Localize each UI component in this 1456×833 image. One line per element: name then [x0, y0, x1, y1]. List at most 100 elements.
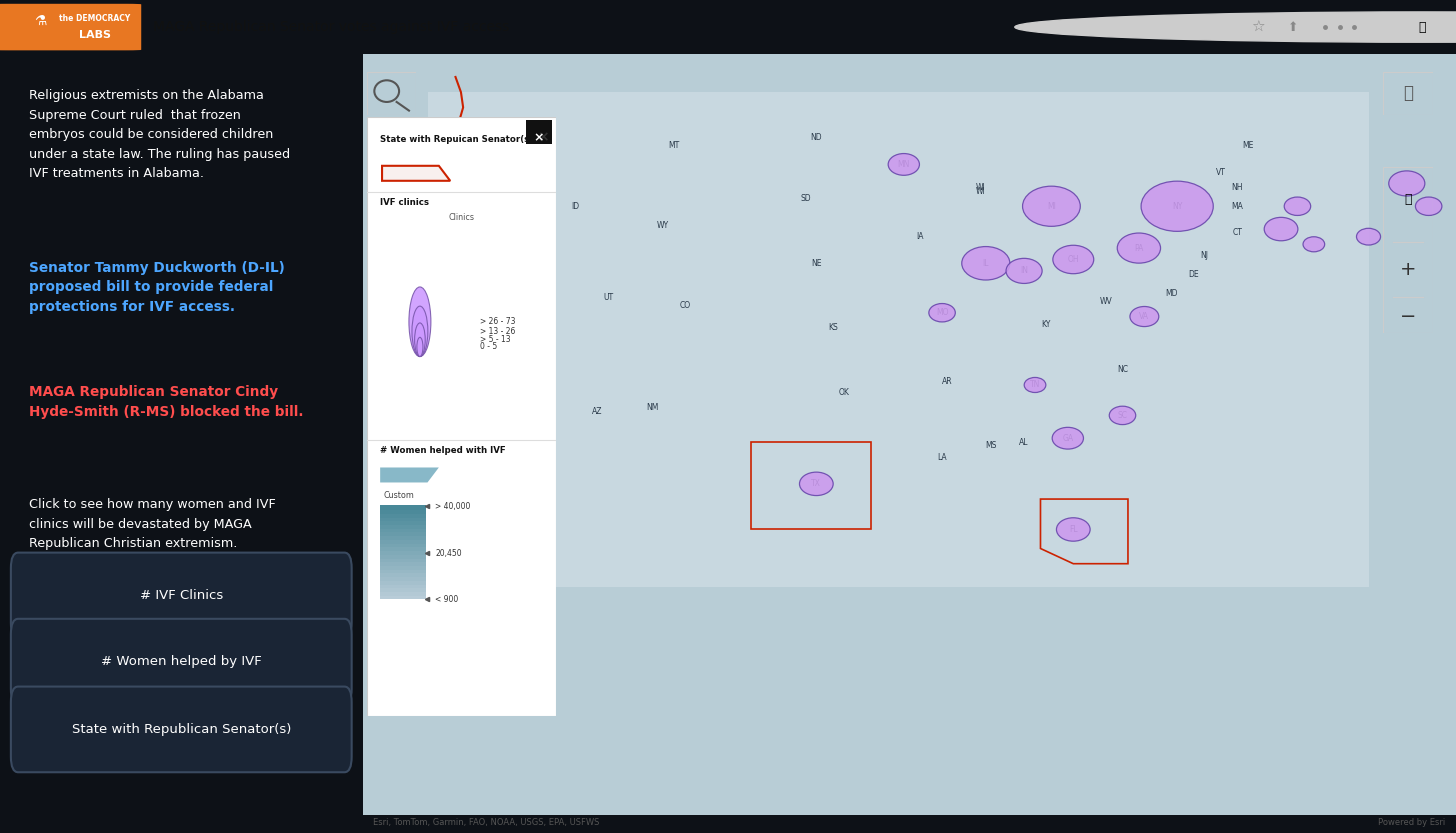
- Text: WV: WV: [1099, 297, 1112, 306]
- Text: MAGA Republican Senator votes against IVF access: MAGA Republican Senator votes against IV…: [153, 20, 510, 34]
- Circle shape: [1109, 407, 1136, 425]
- Text: IN: IN: [1021, 267, 1028, 276]
- Text: +: +: [1399, 261, 1417, 279]
- FancyBboxPatch shape: [10, 686, 352, 772]
- Text: 0 - 5: 0 - 5: [480, 342, 498, 352]
- Circle shape: [1053, 245, 1093, 274]
- Text: WA: WA: [515, 145, 527, 154]
- Text: MO: MO: [936, 308, 948, 317]
- Circle shape: [1015, 12, 1456, 42]
- Bar: [380, 591, 425, 596]
- Text: > 26 - 73: > 26 - 73: [480, 317, 515, 327]
- Text: Custom: Custom: [384, 491, 415, 501]
- Bar: [380, 561, 425, 566]
- Text: NC: NC: [1117, 365, 1128, 374]
- Circle shape: [432, 327, 479, 359]
- Circle shape: [1057, 518, 1091, 541]
- Text: 👤: 👤: [1418, 21, 1427, 33]
- Text: OR: OR: [483, 225, 494, 233]
- Text: MAGA Republican Senator Cindy
Hyde-Smith (R-MS) blocked the bill.: MAGA Republican Senator Cindy Hyde-Smith…: [29, 385, 303, 419]
- Text: > 40,000: > 40,000: [435, 502, 470, 511]
- Bar: [380, 520, 425, 525]
- Text: # Women helped by IVF: # Women helped by IVF: [100, 655, 262, 668]
- Bar: [380, 568, 425, 573]
- Text: VT: VT: [1216, 167, 1226, 177]
- Circle shape: [799, 472, 833, 496]
- FancyBboxPatch shape: [10, 552, 352, 638]
- Text: IL: IL: [983, 259, 989, 267]
- Text: WI: WI: [976, 187, 986, 196]
- Text: State with Republican Senator(s): State with Republican Senator(s): [71, 723, 291, 736]
- Bar: [380, 580, 425, 585]
- Text: GA: GA: [1063, 434, 1073, 442]
- Text: FL: FL: [1069, 525, 1077, 534]
- Text: LA: LA: [938, 452, 946, 461]
- Circle shape: [1142, 181, 1213, 232]
- Text: MN: MN: [897, 160, 910, 169]
- Circle shape: [1357, 228, 1380, 245]
- Circle shape: [929, 303, 955, 322]
- Bar: [380, 572, 425, 577]
- Bar: [380, 583, 425, 588]
- Bar: [380, 587, 425, 592]
- Bar: [380, 539, 425, 544]
- Text: Senator Tammy Duckworth (D-IL)
proposed bill to provide federal
protections for : Senator Tammy Duckworth (D-IL) proposed …: [29, 261, 285, 313]
- Bar: [380, 516, 425, 521]
- Text: Powered by Esri: Powered by Esri: [1377, 818, 1444, 827]
- Text: MS: MS: [986, 441, 997, 451]
- Text: ⤢: ⤢: [1404, 84, 1412, 102]
- Text: MI: MI: [1047, 202, 1056, 211]
- Text: TX: TX: [811, 479, 821, 488]
- Text: SC: SC: [1118, 411, 1127, 420]
- Text: IVF clinics: IVF clinics: [380, 197, 430, 207]
- Text: Clinics: Clinics: [448, 212, 475, 222]
- Text: ND: ND: [811, 133, 823, 142]
- Circle shape: [1264, 217, 1297, 241]
- Circle shape: [415, 323, 425, 357]
- Text: CA: CA: [450, 347, 460, 355]
- Bar: [380, 595, 425, 600]
- Text: SD: SD: [801, 194, 811, 203]
- Circle shape: [1022, 186, 1080, 227]
- Text: AL: AL: [1019, 437, 1029, 446]
- Text: the DEMOCRACY: the DEMOCRACY: [60, 14, 130, 23]
- Text: State with Repuican Senator(s): State with Repuican Senator(s): [380, 135, 533, 143]
- Text: CT: CT: [1232, 228, 1242, 237]
- Text: Esri, TomTom, Garmin, FAO, NOAA, USGS, EPA, USFWS: Esri, TomTom, Garmin, FAO, NOAA, USGS, E…: [374, 818, 600, 827]
- Text: # IVF Clinics: # IVF Clinics: [140, 589, 223, 602]
- Bar: [380, 565, 425, 570]
- Text: OK: OK: [839, 388, 849, 397]
- Text: > 13 - 26: > 13 - 26: [480, 327, 515, 336]
- Bar: [380, 542, 425, 547]
- Text: NY: NY: [1172, 202, 1182, 211]
- Text: ⚗: ⚗: [35, 13, 47, 27]
- Bar: [380, 524, 425, 529]
- Bar: [380, 506, 425, 510]
- Text: > 5 - 13: > 5 - 13: [480, 335, 511, 344]
- FancyBboxPatch shape: [367, 117, 556, 716]
- Text: PA: PA: [1134, 243, 1143, 252]
- FancyBboxPatch shape: [10, 619, 352, 705]
- Text: ×: ×: [537, 130, 549, 144]
- Circle shape: [1024, 377, 1045, 392]
- Text: ID: ID: [572, 202, 579, 211]
- Text: ×: ×: [534, 132, 545, 145]
- Text: OH: OH: [1067, 255, 1079, 264]
- Circle shape: [409, 287, 431, 357]
- Polygon shape: [381, 166, 450, 181]
- Bar: [380, 535, 425, 540]
- Text: AR: AR: [942, 377, 952, 386]
- Circle shape: [412, 307, 428, 357]
- Circle shape: [888, 153, 919, 175]
- Text: WY: WY: [657, 221, 670, 230]
- Text: 20,450: 20,450: [435, 549, 462, 558]
- Circle shape: [1117, 233, 1160, 263]
- Text: WI: WI: [976, 182, 986, 192]
- Text: < 900: < 900: [435, 595, 459, 604]
- Bar: [380, 509, 425, 514]
- Bar: [380, 546, 425, 551]
- Bar: [428, 92, 1369, 586]
- Text: KS: KS: [828, 323, 837, 332]
- Bar: [380, 531, 425, 536]
- Text: ⬆: ⬆: [1287, 21, 1299, 33]
